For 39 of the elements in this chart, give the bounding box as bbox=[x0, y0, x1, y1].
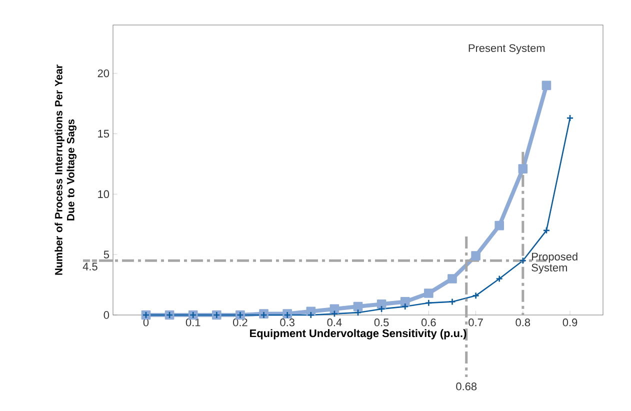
y-tick-label: 15 bbox=[98, 130, 110, 138]
point bbox=[496, 275, 504, 282]
point bbox=[471, 251, 480, 260]
y-tick-label: 20 bbox=[98, 69, 110, 78]
point bbox=[542, 226, 550, 234]
point bbox=[448, 298, 456, 306]
series-label: Proposed System bbox=[532, 252, 578, 274]
y-axis-title: Number of Process Interruptions Per Year Due to Voltage Sags bbox=[54, 64, 76, 275]
point bbox=[518, 164, 528, 174]
x-tick-label: 0.5 bbox=[374, 318, 389, 326]
x-tick-label: 0.3 bbox=[280, 318, 294, 326]
x-tick-label: 0.4 bbox=[327, 318, 342, 326]
x-tick-label: 0.8 bbox=[516, 318, 530, 326]
point bbox=[330, 310, 338, 318]
point bbox=[376, 299, 386, 309]
point bbox=[448, 274, 457, 284]
ref-line-label: 0.68 bbox=[456, 382, 477, 390]
point bbox=[542, 80, 552, 90]
point bbox=[472, 292, 480, 300]
x-tick-label: 0.7 bbox=[468, 318, 483, 326]
y-tick-label: 0 bbox=[104, 311, 110, 319]
point bbox=[425, 299, 432, 307]
point bbox=[494, 220, 504, 230]
x-tick-label: 0.9 bbox=[562, 318, 578, 326]
point bbox=[353, 302, 363, 312]
point bbox=[424, 288, 434, 298]
x-axis-title: Equipment Undervoltage Sensitivity (p.u.) bbox=[250, 329, 466, 340]
y-tick-label: 5 bbox=[104, 250, 110, 258]
point bbox=[330, 304, 340, 314]
point bbox=[307, 311, 315, 319]
ref-line-label: 4.5 bbox=[82, 262, 98, 270]
point bbox=[401, 302, 409, 310]
point bbox=[519, 256, 527, 264]
point bbox=[378, 305, 386, 313]
point bbox=[400, 297, 410, 306]
y-tick-label: 10 bbox=[98, 190, 110, 198]
point bbox=[354, 308, 362, 316]
text: Present System bbox=[468, 44, 545, 54]
x-tick-label: 0.6 bbox=[421, 318, 436, 326]
